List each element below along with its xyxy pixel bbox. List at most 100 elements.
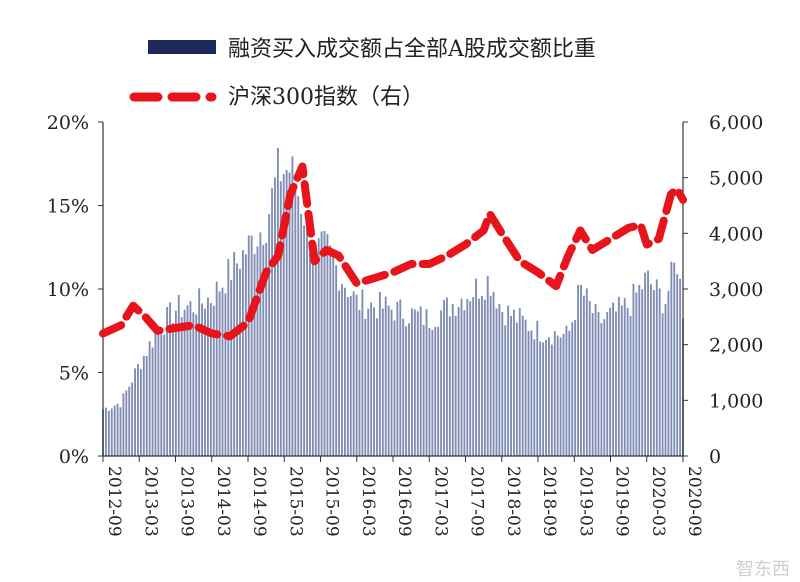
- bar: [314, 243, 317, 456]
- bar: [475, 278, 477, 456]
- bar: [381, 308, 384, 456]
- bar: [341, 284, 343, 456]
- bar: [209, 303, 212, 456]
- bar: [233, 251, 236, 456]
- x-tick-label: 2017-09: [467, 466, 487, 537]
- right-tick-label: 5,000: [709, 168, 763, 190]
- bar: [553, 331, 556, 456]
- bar: [250, 235, 253, 456]
- bar: [183, 309, 186, 456]
- x-tick-label: 2015-09: [322, 466, 342, 537]
- bar: [545, 339, 547, 456]
- bar: [332, 255, 335, 456]
- bar: [189, 301, 192, 456]
- bar: [230, 280, 233, 456]
- bar: [402, 318, 405, 456]
- bar: [609, 307, 612, 456]
- bar: [612, 302, 614, 456]
- bar: [104, 407, 107, 456]
- legend-line-label: 沪深300指数（右）: [228, 85, 424, 110]
- bar: [358, 310, 361, 456]
- bar: [495, 308, 498, 456]
- x-tick-label: 2012-09: [104, 466, 124, 537]
- bar: [215, 281, 218, 456]
- bar: [486, 275, 489, 456]
- bar: [349, 295, 352, 456]
- bar: [384, 296, 387, 456]
- bar: [565, 325, 568, 456]
- bar: [574, 320, 577, 456]
- legend-bar-swatch: [148, 40, 216, 54]
- bar: [408, 323, 410, 456]
- x-tick-label: 2013-03: [140, 466, 160, 537]
- bar: [422, 324, 425, 456]
- bar: [142, 355, 145, 456]
- left-tick-label: 10%: [47, 279, 89, 301]
- bar: [582, 295, 585, 456]
- bar: [247, 235, 250, 456]
- bar: [169, 302, 171, 456]
- bar: [405, 326, 408, 456]
- bar: [460, 298, 463, 456]
- bar: [466, 299, 469, 456]
- bar: [650, 284, 652, 456]
- x-tick-label: 2016-03: [358, 466, 378, 537]
- bar: [632, 283, 635, 456]
- right-tick-label: 3,000: [709, 279, 763, 301]
- bar: [501, 311, 504, 456]
- bar: [536, 320, 539, 456]
- x-tick-label: 2015-03: [285, 466, 305, 537]
- bar: [515, 322, 518, 456]
- bar: [603, 319, 606, 456]
- bar: [288, 172, 291, 457]
- bar: [594, 304, 597, 456]
- bar: [629, 315, 632, 456]
- bar: [107, 410, 110, 456]
- legend-bar-label: 融资买入成交额占全部A股成交额比重: [228, 37, 596, 62]
- bar: [513, 309, 515, 456]
- bar: [387, 305, 390, 456]
- bar: [443, 299, 445, 456]
- bar: [478, 298, 480, 456]
- bar: [530, 330, 533, 456]
- bar: [201, 303, 204, 456]
- bar: [276, 147, 279, 456]
- bar: [445, 297, 448, 456]
- bar: [542, 342, 545, 456]
- bar: [239, 268, 241, 456]
- x-tick-label: 2019-09: [612, 466, 632, 537]
- bar: [224, 293, 227, 456]
- bar: [469, 301, 472, 456]
- bar: [588, 301, 591, 456]
- bar: [419, 306, 422, 456]
- bar: [285, 170, 288, 456]
- bar: [533, 339, 536, 456]
- hs300-line: [99, 162, 687, 341]
- bar: [309, 252, 311, 456]
- bar: [585, 288, 588, 456]
- bar: [198, 288, 201, 456]
- bar: [527, 331, 530, 456]
- bar: [670, 261, 673, 456]
- legend: 融资买入成交额占全部A股成交额比重 沪深300指数（右）: [129, 37, 596, 110]
- bar: [451, 304, 454, 456]
- bar: [137, 364, 139, 456]
- bar: [440, 310, 443, 456]
- bar: [591, 312, 594, 456]
- bar: [641, 289, 644, 456]
- bar: [606, 311, 609, 456]
- bar: [326, 234, 329, 456]
- bar: [119, 407, 122, 456]
- bar: [600, 323, 603, 456]
- watermark-text: 智东西: [736, 559, 790, 580]
- bar: [457, 307, 460, 456]
- bar: [335, 265, 338, 456]
- bar: [306, 213, 308, 456]
- bar: [221, 287, 224, 456]
- bar: [303, 225, 306, 456]
- bar: [338, 290, 341, 456]
- bar: [274, 177, 276, 456]
- bar: [652, 290, 655, 456]
- bar: [343, 287, 346, 456]
- bar: [180, 317, 183, 456]
